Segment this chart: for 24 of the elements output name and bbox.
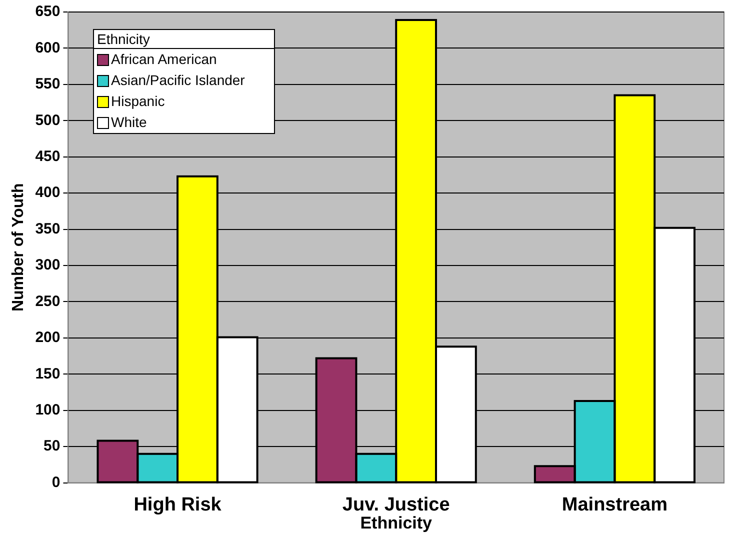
x-tick-label: Mainstream	[562, 494, 668, 516]
y-tick-label: 350	[35, 220, 60, 238]
y-tick-label: 550	[35, 76, 60, 93]
y-tick-label: 200	[35, 329, 60, 346]
y-tick-label: 650	[35, 3, 60, 20]
y-tick-label: 50	[44, 438, 60, 455]
y-tick-label: 450	[35, 148, 60, 165]
y-tick-label: 400	[35, 184, 60, 202]
x-tick-label: Juv. Justice	[342, 494, 450, 516]
legend-label: White	[111, 113, 147, 132]
legend-title: Ethnicity	[94, 30, 274, 49]
y-tick-label: 0	[52, 474, 60, 491]
x-axis-title: Ethnicity	[360, 513, 433, 532]
legend-label: Hispanic	[111, 92, 165, 111]
y-tick-label: 500	[35, 112, 60, 129]
legend-label: African American	[111, 50, 217, 69]
y-tick-label: 600	[35, 39, 60, 56]
legend-label: Asian/Pacific Islander	[111, 71, 245, 90]
x-tick-label: High Risk	[134, 494, 222, 516]
y-tick-label: 100	[35, 402, 60, 419]
y-tick-label: 300	[35, 256, 60, 274]
y-axis-title: Number of Youth	[10, 183, 28, 312]
y-tick-label: 150	[35, 365, 60, 382]
y-tick-label: 250	[35, 292, 60, 310]
